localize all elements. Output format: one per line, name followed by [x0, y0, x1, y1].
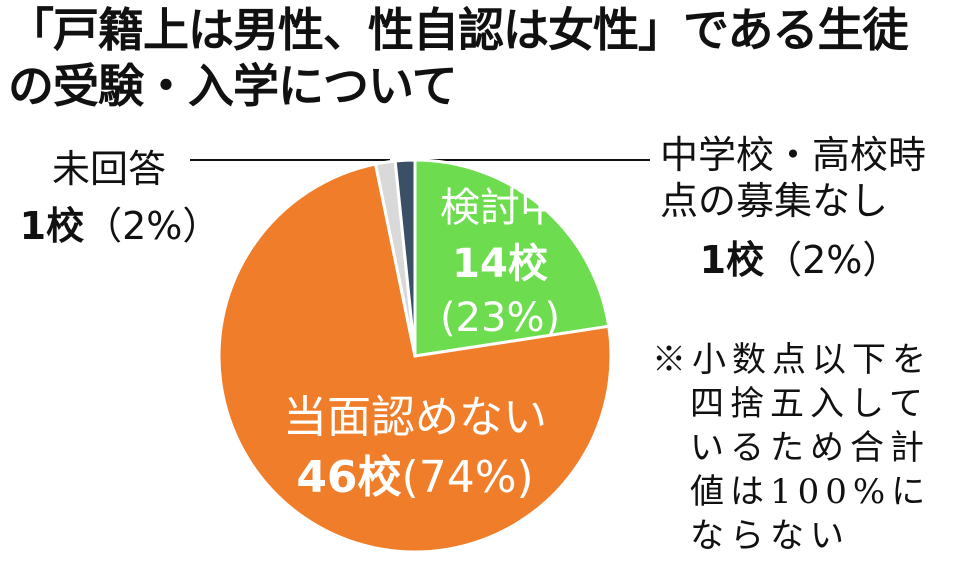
- pie-slice: [217, 162, 613, 554]
- slice-label: 当面認めない: [283, 392, 547, 443]
- value-label: 1校: [700, 238, 764, 282]
- note: ※小数点以下を四捨五入しているため合計値は100%にならない: [652, 340, 932, 556]
- category-label: 中学校・高校時点の募集なし: [660, 133, 927, 223]
- category-label: 未回答: [52, 147, 167, 191]
- value-label: 46校: [296, 452, 401, 503]
- value-label-line: 46校(74%): [296, 452, 533, 503]
- pie-slice: [393, 158, 417, 357]
- percent-label: (23%): [440, 295, 560, 341]
- percent-label: （2%）: [84, 204, 220, 248]
- value-label-line: 1校（2%）: [700, 238, 901, 282]
- percent-label: (74%): [402, 452, 534, 503]
- value-label-line: 1校（2%）: [20, 204, 221, 248]
- percent-label: （2%）: [764, 238, 900, 282]
- value-label: 14校: [452, 241, 548, 287]
- pie-slice: [413, 158, 611, 358]
- slice-label: 検討中: [440, 185, 560, 231]
- chart-title: 「戸籍上は男性、性自認は女性」である生徒の受験・入学について: [8, 3, 909, 113]
- value-label: 1校: [20, 204, 84, 248]
